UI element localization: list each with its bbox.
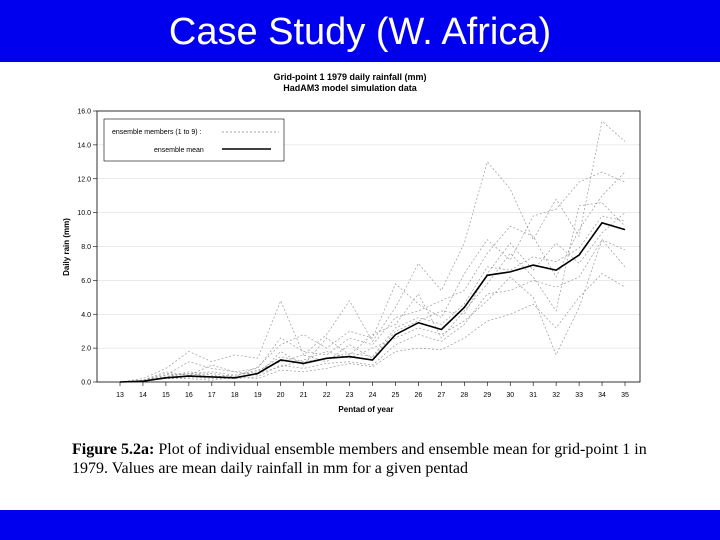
chart-title-line-1: Grid-point 1 1979 daily rainfall (mm) <box>273 72 427 82</box>
legend-members-label: ensemble members (1 to 9) : <box>112 129 202 136</box>
x-tick-label: 28 <box>460 392 468 399</box>
y-tick-label: 12.0 <box>77 176 91 183</box>
x-tick-label: 26 <box>415 392 423 399</box>
legend-box <box>103 118 285 162</box>
chart-legend: ensemble members (1 to 9) : ensemble mea… <box>103 118 285 162</box>
y-tick-label: 4.0 <box>81 312 91 319</box>
x-tick-label: 34 <box>598 392 606 399</box>
series-line-member-8 <box>119 171 626 383</box>
y-tick-label: 8.0 <box>81 244 91 251</box>
chart-title: Grid-point 1 1979 daily rainfall (mm) Ha… <box>200 72 500 94</box>
x-tick-label: 32 <box>552 392 560 399</box>
y-tick-label: 10.0 <box>77 210 91 217</box>
slide-footer <box>0 510 720 540</box>
x-tick-label: 21 <box>300 392 308 399</box>
x-tick-label: 16 <box>185 392 193 399</box>
x-tick-label: 25 <box>392 392 400 399</box>
x-tick-label: 14 <box>139 392 147 399</box>
tick-layer: 0.0 2.0 4.0 6.0 8.0 10.0 12.0 14.0 16.0 13 14 15 16 1… <box>77 109 629 400</box>
series-line-member-4 <box>119 171 626 383</box>
x-tick-label: 33 <box>575 392 583 399</box>
x-tick-label: 29 <box>483 392 491 399</box>
x-tick-label: 23 <box>346 392 354 399</box>
x-tick-label: 20 <box>277 392 285 399</box>
series-line-member-1 <box>119 215 626 383</box>
x-axis-label: Pentad of year <box>338 405 393 414</box>
x-tick-label: 35 <box>621 392 629 399</box>
y-tick-label: 0.0 <box>81 380 91 387</box>
slide-header: Case Study (W. Africa) <box>0 0 720 62</box>
y-tick-label: 2.0 <box>81 346 91 353</box>
y-tick-label: 6.0 <box>81 278 91 285</box>
x-tick-label: 30 <box>506 392 514 399</box>
x-tick-label: 13 <box>116 392 124 399</box>
series-layer <box>119 120 626 383</box>
legend-mean-label: ensemble mean <box>154 147 204 154</box>
grid-layer <box>97 144 640 349</box>
x-tick-label: 27 <box>437 392 445 399</box>
x-tick-label: 17 <box>208 392 216 399</box>
series-line-member-2 <box>119 239 626 383</box>
rainfall-chart: 0.0 2.0 4.0 6.0 8.0 10.0 12.0 14.0 16.0 13 14 15 16 1… <box>62 109 641 414</box>
series-line-member-5 <box>119 239 626 383</box>
x-tick-label: 19 <box>254 392 262 399</box>
y-axis-label: Daily rain (mm) <box>62 218 71 276</box>
series-line-member-7 <box>119 273 626 383</box>
series-line-member-3 <box>119 120 626 383</box>
x-tick-label: 15 <box>162 392 170 399</box>
caption-lead: Figure 5.2a: <box>72 441 155 458</box>
caption-text: Plot of individual ensemble members and … <box>72 441 647 477</box>
x-tick-label: 24 <box>369 392 377 399</box>
chart-title-line-2: HadAM3 model simulation data <box>283 83 417 93</box>
x-tick-label: 31 <box>529 392 537 399</box>
y-tick-label: 14.0 <box>77 142 91 149</box>
x-tick-label: 18 <box>231 392 239 399</box>
y-tick-label: 16.0 <box>77 109 91 116</box>
series-line-ensemble-mean <box>119 221 626 383</box>
x-tick-label: 22 <box>323 392 331 399</box>
figure-caption: Figure 5.2a: Plot of individual ensemble… <box>72 440 652 478</box>
slide-title: Case Study (W. Africa) <box>168 11 552 53</box>
series-line-member-9 <box>119 212 626 383</box>
series-line-member-6 <box>119 202 626 383</box>
